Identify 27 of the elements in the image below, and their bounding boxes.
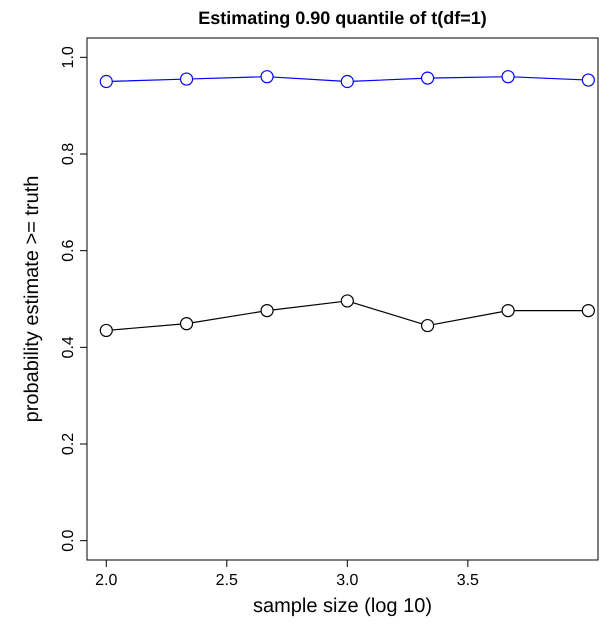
point [180,72,194,86]
point [340,74,354,88]
point [582,304,595,318]
x-axis-title: sample size (log 10) [253,595,432,617]
y-tick-label: 0.8 [60,142,77,166]
x-tick-label: 3.0 [336,572,359,589]
point [100,324,113,338]
point [501,70,515,84]
y-axis-title: probability estimate >= truth [21,176,43,422]
y-tick-label: 0.4 [60,336,77,358]
y-tick-label: 0.0 [60,529,77,552]
y-tick-label: 0.6 [60,239,77,262]
point [420,318,434,332]
point [260,304,274,318]
y-tick-label: 0.2 [60,432,77,456]
chart-title: Estimating 0.90 quantile of t(df=1) [198,8,487,28]
y-tick-label: 1.0 [60,46,77,68]
x-tick-label: 2.0 [95,572,118,589]
point [100,74,113,88]
point [180,317,194,330]
point [582,73,595,87]
point [420,72,434,85]
point [340,294,354,308]
x-tick-label: 2.5 [216,572,238,589]
point [501,304,515,318]
x-tick-label: 3.5 [456,572,480,589]
point [260,70,274,84]
